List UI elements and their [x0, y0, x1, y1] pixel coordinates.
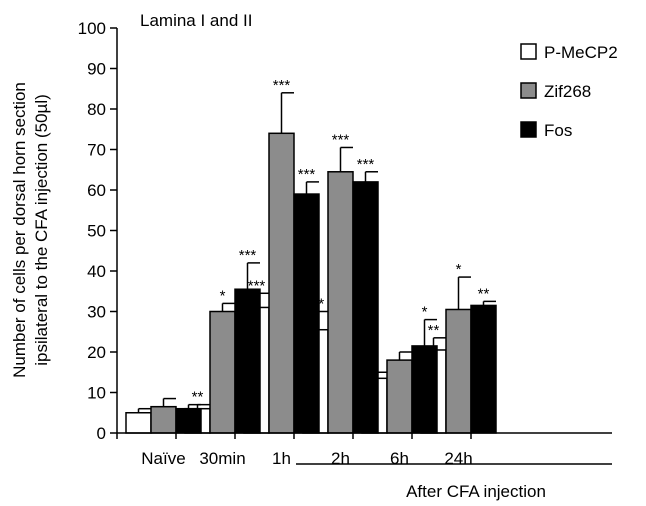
significance-fos-4: * [422, 304, 428, 321]
bar-fos-0 [175, 407, 202, 434]
legend-label-zif268: Zif268 [544, 82, 591, 101]
bar-zif268-0 [150, 405, 177, 434]
significance-fos-1: *** [239, 247, 257, 264]
y-tick-label-30: 30 [87, 303, 106, 322]
y-tick-label-0: 0 [97, 424, 106, 443]
bar-p-mecp2-0 [125, 412, 152, 434]
y-axis-label: Number of cells per dorsal horn section … [10, 82, 51, 378]
y-ticks-layer: 0 10 20 30 40 50 60 70 80 90 100 [78, 19, 117, 443]
x-tick-label-4: 6h [390, 449, 409, 468]
significance-zif268-5: * [456, 261, 462, 278]
bars-layer [125, 132, 497, 434]
y-tick-label-50: 50 [87, 222, 106, 241]
significance-fos-2: *** [298, 166, 316, 183]
chart-title: Lamina I and II [140, 11, 252, 30]
bar-fos-5 [470, 304, 497, 434]
y-tick-label-20: 20 [87, 343, 106, 362]
bar-zif268-3 [327, 171, 354, 434]
y-axis-label-line1: Number of cells per dorsal horn section [10, 82, 29, 378]
x-tick-label-2: 1h [272, 449, 291, 468]
y-tick-label-40: 40 [87, 262, 106, 281]
bar-fos-4 [411, 345, 438, 434]
y-tick-label-90: 90 [87, 60, 106, 79]
legend-label-p-mecp2: P-MeCP2 [544, 43, 618, 62]
group-label: After CFA injection [406, 482, 546, 501]
significance-p-mecp2-1: ** [192, 389, 204, 406]
bar-zif268-4 [386, 359, 413, 434]
legend: P-MeCP2 Zif268 Fos [520, 43, 618, 140]
bar-fos-3 [352, 181, 379, 434]
x-tick-label-3: 2h [331, 449, 350, 468]
legend-swatch-fos [520, 121, 537, 138]
significance-fos-5: ** [478, 285, 490, 302]
y-tick-label-60: 60 [87, 181, 106, 200]
significance-zif268-3: *** [332, 131, 350, 148]
y-tick-label-10: 10 [87, 384, 106, 403]
significance-p-mecp2-5: ** [428, 322, 440, 339]
bar-fos-1 [234, 288, 261, 434]
significance-zif268-2: *** [273, 77, 291, 94]
bar-zif268-2 [268, 132, 295, 434]
y-tick-label-80: 80 [87, 100, 106, 119]
x-tick-label-1: 30min [199, 449, 245, 468]
y-tick-label-70: 70 [87, 141, 106, 160]
y-axis-label-line2: ipsilateral to the CFA injection (50µl) [32, 94, 51, 366]
significance-p-mecp2-3: *** [307, 296, 325, 313]
x-ticks-layer: Naïve 30min 1h 2h 6h 24h [116, 433, 473, 468]
x-tick-label-5: 24h [444, 449, 472, 468]
legend-label-fos: Fos [544, 121, 572, 140]
significance-fos-3: *** [357, 156, 375, 173]
legend-swatch-zif268 [520, 82, 537, 99]
bar-zif268-5 [445, 308, 472, 434]
legend-swatch-p-mecp2 [520, 43, 537, 60]
x-tick-label-0: Naïve [141, 449, 185, 468]
significance-zif268-1: * [220, 287, 226, 304]
significance-p-mecp2-2: *** [248, 277, 266, 294]
significance-layer: ****************************** [192, 77, 490, 406]
error-bars-layer [137, 92, 496, 413]
y-tick-label-100: 100 [78, 19, 106, 38]
bar-zif268-1 [209, 310, 236, 434]
